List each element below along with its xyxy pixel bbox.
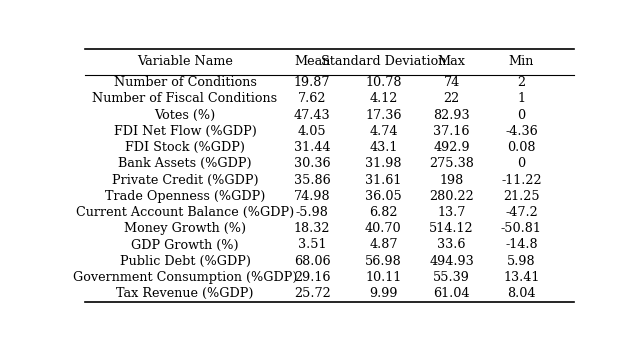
Text: -50.81: -50.81 <box>501 222 542 235</box>
Text: 5.98: 5.98 <box>507 255 536 268</box>
Text: 61.04: 61.04 <box>433 287 470 300</box>
Text: Standard Deviation: Standard Deviation <box>321 55 446 68</box>
Text: Mean: Mean <box>294 55 331 68</box>
Text: 36.05: 36.05 <box>365 190 402 203</box>
Text: 25.72: 25.72 <box>294 287 331 300</box>
Text: -11.22: -11.22 <box>501 174 541 187</box>
Text: Public Debt (%GDP): Public Debt (%GDP) <box>120 255 251 268</box>
Text: 7.62: 7.62 <box>298 92 327 106</box>
Text: 74.98: 74.98 <box>294 190 331 203</box>
Text: Private Credit (%GDP): Private Credit (%GDP) <box>112 174 258 187</box>
Text: 0: 0 <box>518 109 525 122</box>
Text: 18.32: 18.32 <box>294 222 331 235</box>
Text: 43.1: 43.1 <box>369 141 397 154</box>
Text: Tax Revenue (%GDP): Tax Revenue (%GDP) <box>116 287 254 300</box>
Text: 74: 74 <box>444 76 460 89</box>
Text: 31.98: 31.98 <box>365 157 402 170</box>
Text: FDI Stock (%GDP): FDI Stock (%GDP) <box>125 141 245 154</box>
Text: 40.70: 40.70 <box>365 222 402 235</box>
Text: FDI Net Flow (%GDP): FDI Net Flow (%GDP) <box>114 125 257 138</box>
Text: Max: Max <box>438 55 466 68</box>
Text: 8.04: 8.04 <box>507 287 536 300</box>
Text: 17.36: 17.36 <box>365 109 402 122</box>
Text: 56.98: 56.98 <box>365 255 402 268</box>
Text: 30.36: 30.36 <box>294 157 331 170</box>
Text: 13.7: 13.7 <box>437 206 466 219</box>
Text: 275.38: 275.38 <box>429 157 474 170</box>
Text: -14.8: -14.8 <box>505 238 538 252</box>
Text: 33.6: 33.6 <box>437 238 466 252</box>
Text: 0: 0 <box>518 157 525 170</box>
Text: 0.08: 0.08 <box>507 141 536 154</box>
Text: -5.98: -5.98 <box>296 206 329 219</box>
Text: 10.78: 10.78 <box>365 76 402 89</box>
Text: 35.86: 35.86 <box>294 174 331 187</box>
Text: 4.87: 4.87 <box>369 238 397 252</box>
Text: Bank Assets (%GDP): Bank Assets (%GDP) <box>118 157 252 170</box>
Text: Current Account Balance (%GDP): Current Account Balance (%GDP) <box>76 206 294 219</box>
Text: 280.22: 280.22 <box>430 190 474 203</box>
Text: 82.93: 82.93 <box>433 109 470 122</box>
Text: Votes (%): Votes (%) <box>154 109 215 122</box>
Text: Trade Openness (%GDP): Trade Openness (%GDP) <box>105 190 265 203</box>
Text: 13.41: 13.41 <box>503 271 539 284</box>
Text: Number of Fiscal Conditions: Number of Fiscal Conditions <box>93 92 278 106</box>
Text: Money Growth (%): Money Growth (%) <box>124 222 246 235</box>
Text: 198: 198 <box>440 174 464 187</box>
Text: Min: Min <box>509 55 534 68</box>
Text: 10.11: 10.11 <box>365 271 401 284</box>
Text: 68.06: 68.06 <box>294 255 331 268</box>
Text: Government Consumption (%GDP): Government Consumption (%GDP) <box>73 271 297 284</box>
Text: Number of Conditions: Number of Conditions <box>114 76 257 89</box>
Text: 29.16: 29.16 <box>294 271 331 284</box>
Text: 31.61: 31.61 <box>365 174 401 187</box>
Text: 6.82: 6.82 <box>369 206 397 219</box>
Text: 19.87: 19.87 <box>294 76 331 89</box>
Text: 9.99: 9.99 <box>369 287 397 300</box>
Text: 21.25: 21.25 <box>503 190 539 203</box>
Text: 492.9: 492.9 <box>433 141 470 154</box>
Text: 4.05: 4.05 <box>298 125 327 138</box>
Text: 37.16: 37.16 <box>433 125 470 138</box>
Text: -47.2: -47.2 <box>505 206 538 219</box>
Text: 1: 1 <box>518 92 525 106</box>
Text: 3.51: 3.51 <box>298 238 327 252</box>
Text: 55.39: 55.39 <box>433 271 470 284</box>
Text: 31.44: 31.44 <box>294 141 331 154</box>
Text: 4.74: 4.74 <box>369 125 397 138</box>
Text: 22: 22 <box>444 92 460 106</box>
Text: -4.36: -4.36 <box>505 125 538 138</box>
Text: Variable Name: Variable Name <box>137 55 233 68</box>
Text: 514.12: 514.12 <box>430 222 474 235</box>
Text: 494.93: 494.93 <box>430 255 474 268</box>
Text: 47.43: 47.43 <box>294 109 331 122</box>
Text: GDP Growth (%): GDP Growth (%) <box>131 238 239 252</box>
Text: 4.12: 4.12 <box>369 92 397 106</box>
Text: 2: 2 <box>518 76 525 89</box>
